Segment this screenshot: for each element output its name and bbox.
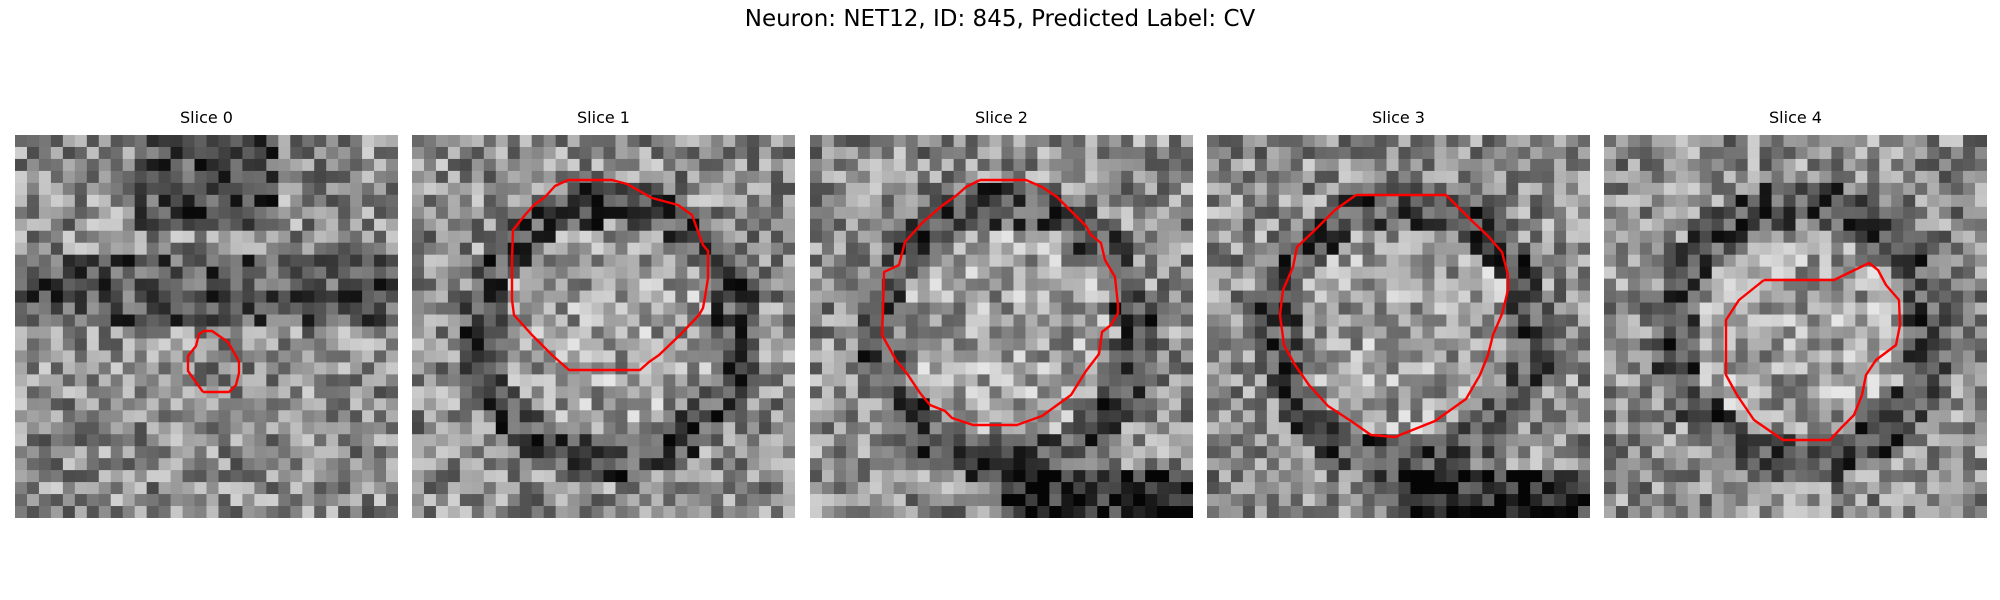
em-pixel-grid-2 bbox=[810, 135, 1193, 518]
slice-panel-0: Slice 0 bbox=[15, 108, 398, 520]
slice-title-2: Slice 2 bbox=[975, 108, 1028, 127]
slice-title-3: Slice 3 bbox=[1372, 108, 1425, 127]
contour-outline-0 bbox=[186, 329, 241, 394]
slice-panel-1: Slice 1 bbox=[412, 108, 795, 520]
figure-title: Neuron: NET12, ID: 845, Predicted Label:… bbox=[744, 6, 1256, 32]
slice-title-1: Slice 1 bbox=[577, 108, 630, 127]
em-pixel-grid-4 bbox=[1604, 135, 1987, 518]
slice-image-0 bbox=[15, 135, 398, 518]
contour-outline-4 bbox=[1724, 261, 1902, 442]
slice-panel-2: Slice 2 bbox=[810, 108, 1193, 520]
slice-image-3 bbox=[1207, 135, 1590, 518]
slice-image-4 bbox=[1604, 135, 1987, 518]
slice-panel-4: Slice 4 bbox=[1604, 108, 1987, 520]
contour-outline-2 bbox=[880, 178, 1120, 427]
contour-outline-3 bbox=[1278, 193, 1510, 439]
contour-outline-1 bbox=[510, 178, 710, 372]
slice-panel-3: Slice 3 bbox=[1207, 108, 1590, 520]
em-pixel-grid-0 bbox=[15, 135, 398, 518]
slice-title-4: Slice 4 bbox=[1769, 108, 1822, 127]
slice-image-1 bbox=[412, 135, 795, 518]
em-pixel-grid-3 bbox=[1207, 135, 1590, 518]
slice-image-2 bbox=[810, 135, 1193, 518]
slice-title-0: Slice 0 bbox=[180, 108, 233, 127]
em-pixel-grid-1 bbox=[412, 135, 795, 518]
